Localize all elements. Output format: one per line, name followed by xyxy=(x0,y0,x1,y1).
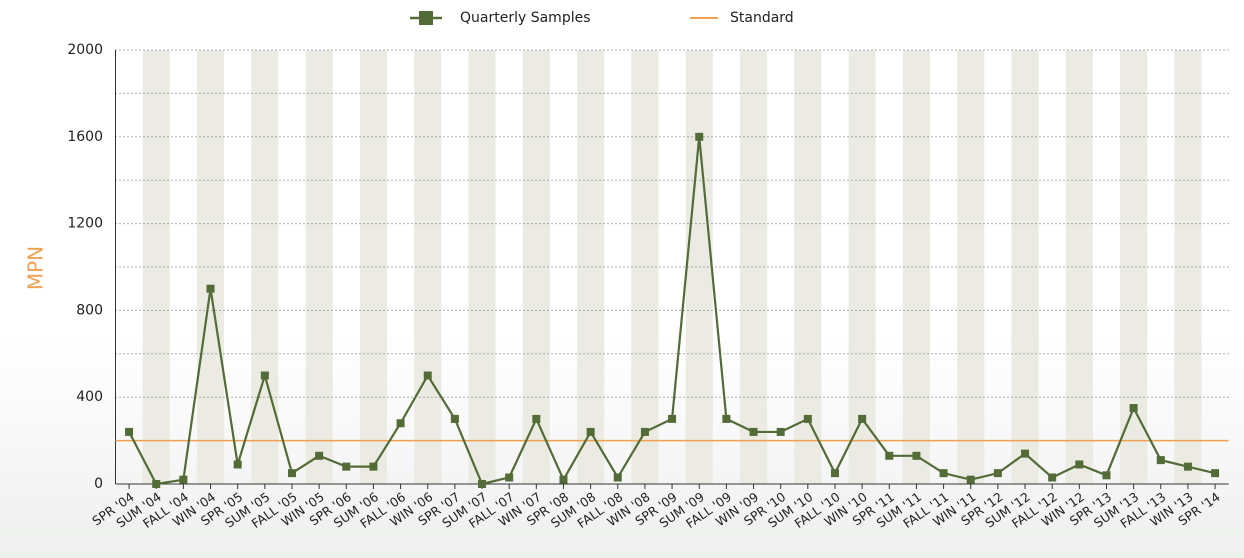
point-marker xyxy=(342,462,351,471)
point-marker xyxy=(287,469,296,478)
point-marker xyxy=(939,469,948,478)
point-marker xyxy=(179,475,188,484)
legend-marker xyxy=(419,11,433,25)
point-marker xyxy=(1021,449,1030,458)
point-marker xyxy=(885,451,894,460)
point-marker xyxy=(532,414,541,423)
column-band xyxy=(305,50,333,484)
point-marker xyxy=(478,480,487,488)
point-marker xyxy=(1075,460,1084,469)
point-marker xyxy=(1156,456,1165,465)
point-marker xyxy=(1211,469,1220,478)
point-marker xyxy=(1129,404,1138,413)
point-marker xyxy=(233,460,242,469)
legend-label: Standard xyxy=(730,10,794,26)
y-tick-label: 1600 xyxy=(67,129,103,145)
y-tick-label: 1200 xyxy=(67,216,103,232)
point-marker xyxy=(396,419,405,428)
point-marker xyxy=(830,469,839,478)
point-marker xyxy=(966,475,975,484)
point-marker xyxy=(803,414,812,423)
point-marker xyxy=(505,473,514,482)
point-marker xyxy=(912,451,921,460)
point-marker xyxy=(1183,462,1192,471)
y-tick-label: 0 xyxy=(94,476,103,492)
legend-label: Quarterly Samples xyxy=(460,10,591,26)
column-band xyxy=(685,50,713,484)
point-marker xyxy=(559,475,568,484)
point-marker xyxy=(152,480,161,488)
column-band xyxy=(848,50,876,484)
point-marker xyxy=(1048,473,1057,482)
point-marker xyxy=(640,427,649,436)
column-band xyxy=(1065,50,1093,484)
point-marker xyxy=(613,473,622,482)
column-band xyxy=(468,50,496,484)
point-marker xyxy=(858,414,867,423)
point-marker xyxy=(125,427,134,436)
point-marker xyxy=(369,462,378,471)
point-marker xyxy=(315,451,324,460)
point-marker xyxy=(1102,471,1111,480)
point-marker xyxy=(260,371,269,380)
point-marker xyxy=(776,427,785,436)
point-marker xyxy=(668,414,677,423)
column-band xyxy=(251,50,279,484)
point-marker xyxy=(993,469,1002,478)
point-marker xyxy=(423,371,432,380)
point-marker xyxy=(749,427,758,436)
y-tick-label: 800 xyxy=(76,302,103,318)
point-marker xyxy=(206,284,215,293)
point-marker xyxy=(722,414,731,423)
point-marker xyxy=(695,132,704,141)
point-marker xyxy=(450,414,459,423)
column-band xyxy=(631,50,659,484)
y-axis-label: MPN xyxy=(24,246,48,290)
y-tick-label: 2000 xyxy=(67,42,103,58)
y-tick-label: 400 xyxy=(76,389,103,405)
point-marker xyxy=(586,427,595,436)
